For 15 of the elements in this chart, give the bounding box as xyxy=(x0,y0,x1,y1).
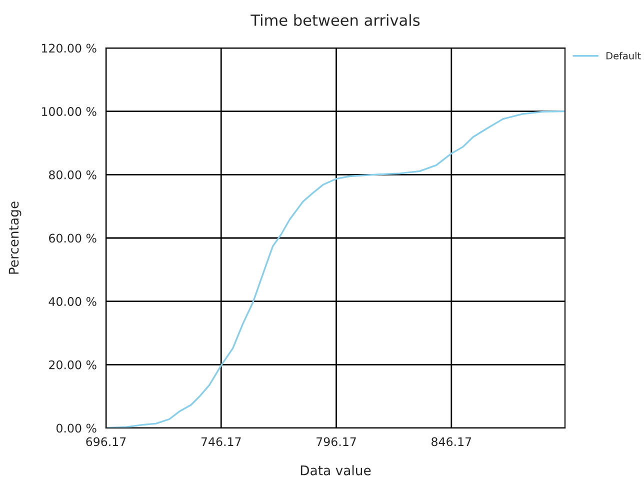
y-tick-label: 0.00 % xyxy=(56,424,96,433)
chart-title: Time between arrivals xyxy=(250,14,420,26)
x-tick-label: 696.17 xyxy=(86,437,126,446)
y-tick-label: 40.00 % xyxy=(48,297,96,306)
y-tick-label: 100.00 % xyxy=(42,107,96,116)
y-tick-label: 120.00 % xyxy=(42,44,96,53)
legend-label: Default xyxy=(606,52,641,60)
x-tick-label: 746.17 xyxy=(201,437,241,446)
x-tick-label: 846.17 xyxy=(432,437,472,446)
y-axis-title: Percentage xyxy=(8,202,22,274)
y-tick-label: 20.00 % xyxy=(49,360,96,370)
y-tick-label: 60.00 % xyxy=(49,234,96,243)
x-tick-label: 796.17 xyxy=(316,437,356,446)
x-axis-title: Data value xyxy=(300,465,371,476)
y-tick-label: 80.00 % xyxy=(49,170,96,180)
